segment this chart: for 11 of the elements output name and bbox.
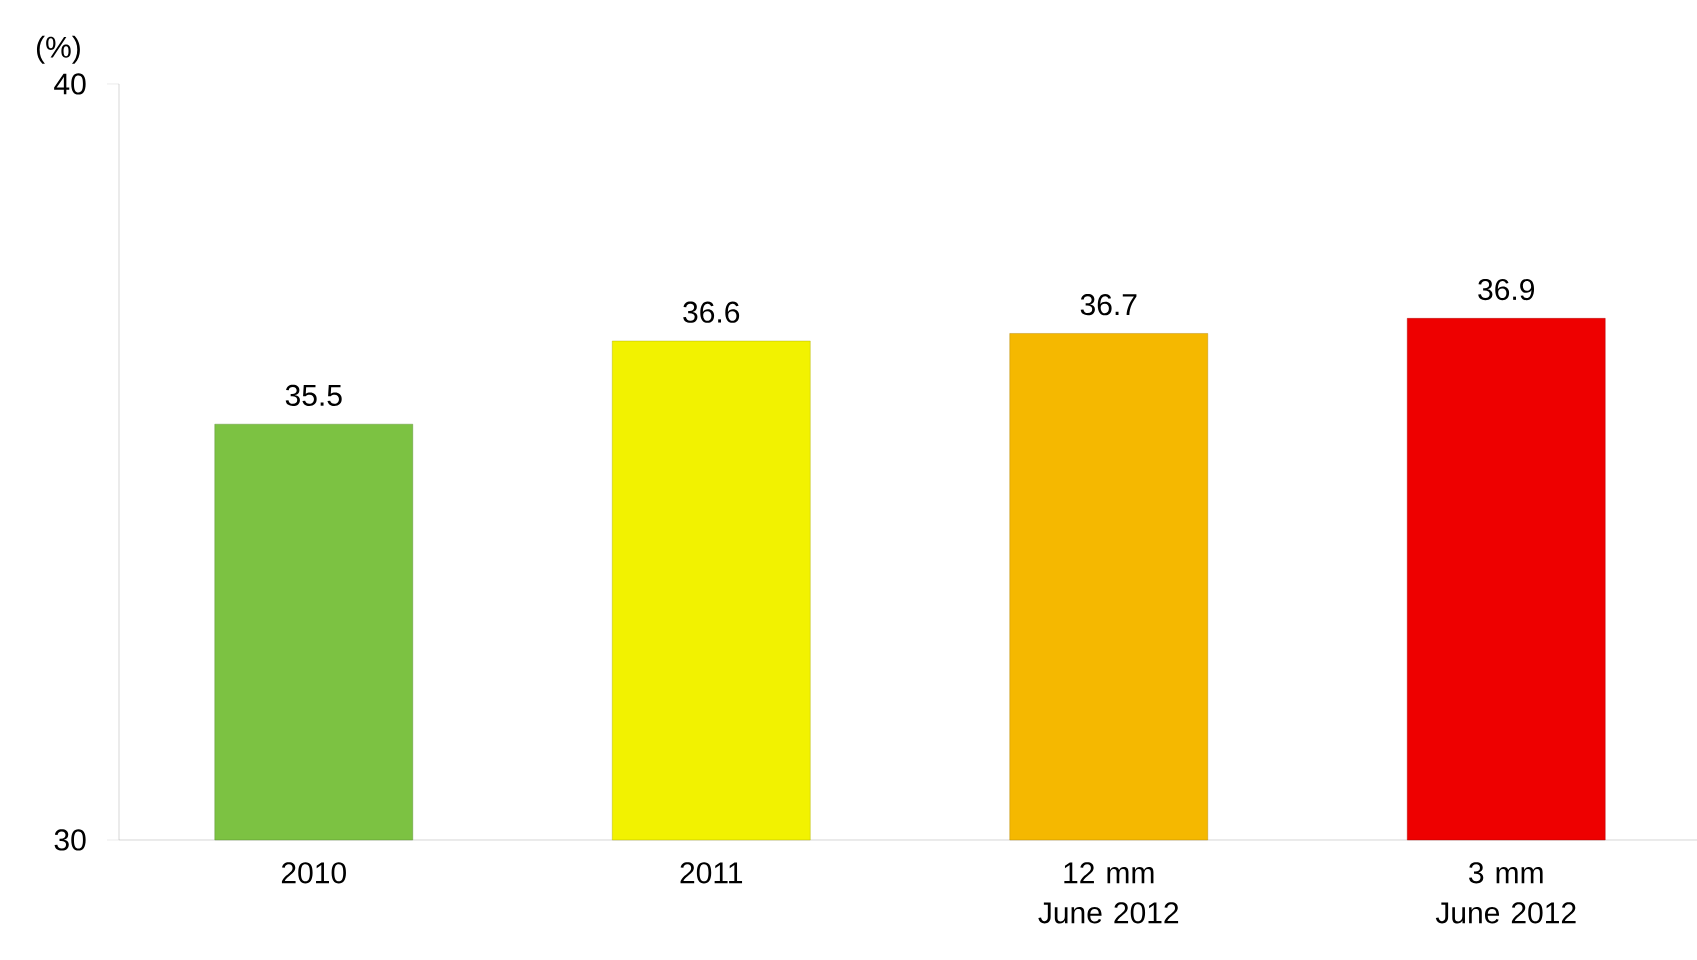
data-label: 35.5 [285, 384, 342, 406]
data-label: 36.6 [683, 301, 740, 323]
x-tick-label: 3 mm June 2012 [1435, 862, 1576, 924]
y-tick-label: 30 [54, 829, 86, 851]
y-axis-title: (%) [36, 35, 80, 64]
data-label: 36.7 [1080, 294, 1137, 316]
y-tick-label: 40 [54, 73, 86, 95]
data-label: 36.9 [1478, 278, 1535, 301]
x-tick-label: 2011 [680, 862, 743, 884]
x-tick-label: 12 mm June 2012 [1038, 862, 1179, 924]
x-tick-label: 2010 [281, 862, 346, 884]
